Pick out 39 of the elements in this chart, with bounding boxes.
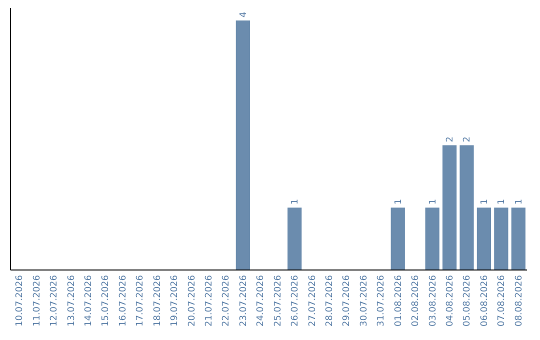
data-label: 4	[238, 11, 249, 18]
x-tick-label: 31.07.2026	[376, 274, 387, 327]
x-tick-label: 22.07.2026	[222, 274, 232, 327]
x-tick-label: 15.07.2026	[101, 274, 112, 327]
x-tick-label: 01.08.2026	[394, 274, 404, 327]
x-tick-label: 24.07.2026	[256, 274, 266, 327]
x-tick-label: 12.07.2026	[50, 274, 60, 327]
x-tick-label: 06.08.2026	[480, 274, 490, 327]
x-tick-label: 05.08.2026	[462, 274, 473, 327]
data-label: 1	[290, 198, 301, 205]
x-tick-label: 13.07.2026	[66, 274, 77, 327]
x-tick-label: 21.07.2026	[204, 274, 214, 327]
x-tick-label: 27.07.2026	[308, 274, 318, 327]
x-tick-label: 03.08.2026	[428, 274, 438, 327]
x-tick-label: 28.07.2026	[325, 274, 336, 327]
data-label: 1	[428, 198, 438, 205]
data-label: 1	[480, 198, 490, 205]
x-tick-label: 08.08.2026	[514, 274, 524, 327]
x-tick-label: 16.07.2026	[118, 274, 128, 327]
x-tick-label: 07.08.2026	[497, 274, 508, 327]
x-tick-label: 11.07.2026	[32, 274, 42, 327]
x-tick-label: 19.07.2026	[170, 274, 180, 327]
data-label: 2	[446, 136, 456, 142]
x-tick-label: 29.07.2026	[342, 274, 352, 327]
x-tick-label: 23.07.2026	[238, 274, 249, 327]
x-tick-label: 04.08.2026	[446, 274, 456, 327]
data-label: 1	[497, 198, 508, 205]
x-tick-label: 25.07.2026	[273, 274, 284, 327]
data-label: 1	[514, 198, 524, 205]
x-tick-label: 02.08.2026	[411, 274, 422, 327]
x-tick-label: 14.07.2026	[84, 274, 94, 327]
x-tick-label: 18.07.2026	[152, 274, 163, 327]
x-tick-label: 17.07.2026	[136, 274, 146, 327]
x-tick-label: 30.07.2026	[359, 274, 370, 327]
x-tick-label: 20.07.2026	[187, 274, 198, 327]
x-tick-label: 26.07.2026	[290, 274, 301, 327]
data-label: 1	[394, 198, 404, 205]
data-label: 2	[462, 136, 473, 142]
x-tick-label: 10.07.2026	[15, 274, 26, 327]
